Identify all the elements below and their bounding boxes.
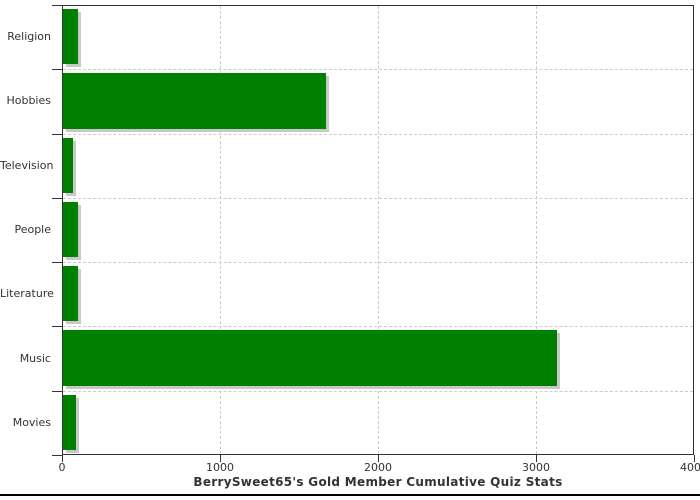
horizontal-gridline — [63, 326, 693, 328]
category-label-music: Music — [19, 351, 51, 365]
x-tick-label: 0 — [58, 461, 66, 474]
bar-music — [63, 330, 557, 386]
x-tick-label: 2000 — [364, 461, 392, 474]
x-tick-label: 1000 — [206, 461, 234, 474]
x-axis-tick — [378, 455, 379, 462]
bar-television — [63, 137, 74, 193]
vertical-gridline — [536, 6, 537, 454]
chart-title: BerrySweet65's Gold Member Cumulative Qu… — [193, 475, 563, 489]
plot-frame — [62, 5, 694, 455]
y-axis-tick — [52, 262, 62, 264]
bar-literature — [63, 266, 78, 322]
category-label-literature: Literature — [0, 287, 54, 301]
bar-people — [63, 201, 78, 258]
horizontal-gridline — [63, 262, 693, 264]
vertical-gridline — [220, 6, 221, 454]
horizontal-gridline — [63, 69, 693, 71]
x-axis-tick — [694, 455, 695, 462]
y-axis-tick — [52, 455, 62, 456]
y-axis-tick — [52, 133, 62, 135]
bottom-divider-line — [0, 494, 700, 496]
x-axis-tick — [220, 455, 221, 462]
y-axis-tick — [52, 5, 62, 6]
y-axis-tick — [52, 69, 62, 71]
vertical-gridline — [378, 6, 379, 454]
y-axis-tick — [52, 326, 62, 328]
x-axis-tick — [536, 455, 537, 462]
bar-religion — [63, 9, 78, 65]
x-axis-tick — [62, 455, 63, 462]
category-label-hobbies: Hobbies — [6, 94, 51, 108]
x-tick-label: 3000 — [522, 461, 550, 474]
category-label-religion: Religion — [7, 30, 51, 44]
bar-movies — [63, 394, 77, 450]
horizontal-gridline — [63, 390, 693, 392]
y-axis-tick — [52, 390, 62, 392]
horizontal-gridline — [63, 197, 693, 199]
category-label-people: People — [14, 223, 51, 236]
bar-hobbies — [63, 73, 326, 129]
x-tick-label: 4000 — [680, 461, 700, 474]
y-axis-tick — [52, 197, 62, 199]
category-label-television: Television — [0, 158, 54, 172]
horizontal-gridline — [63, 133, 693, 135]
category-label-movies: Movies — [12, 415, 51, 429]
